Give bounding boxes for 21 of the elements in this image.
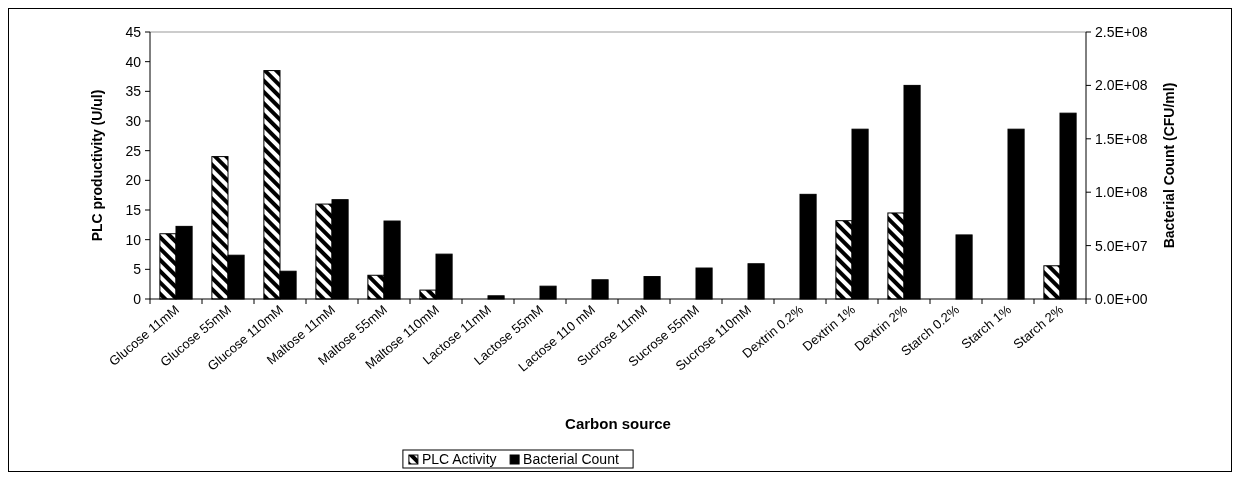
legend-label: PLC Activity: [421, 451, 497, 467]
x-axis-title: Carbon source: [565, 415, 671, 432]
y-tick-label: 40: [125, 53, 142, 70]
y-tick-label: 15: [125, 201, 142, 218]
y2-tick-label: 1.0E+08: [1095, 184, 1148, 201]
y2-tick-label: 2.0E+08: [1095, 77, 1148, 94]
y2-tick-label: 1.5E+08: [1095, 130, 1148, 147]
y-tick-label: 30: [125, 112, 142, 129]
y-tick-label: 25: [125, 142, 142, 159]
y-tick-label: 45: [125, 23, 142, 40]
y-axis-title: PLC productivity (U/ul): [89, 89, 105, 242]
y2-tick-label: 5.0E+07: [1095, 237, 1148, 254]
y-tick-label: 5: [133, 261, 142, 278]
y2-axis-title: Bacterial Count (CFU/ml): [1161, 82, 1177, 249]
y-tick-label: 20: [125, 172, 142, 189]
y2-tick-label: 0.0E+00: [1095, 290, 1148, 307]
y2-tick-label: 2.5E+08: [1095, 23, 1148, 40]
y-tick-label: 35: [125, 83, 142, 100]
legend-label: Bacterial Count: [523, 451, 619, 467]
y-tick-label: 0: [133, 290, 142, 307]
y-tick-label: 10: [125, 231, 142, 248]
